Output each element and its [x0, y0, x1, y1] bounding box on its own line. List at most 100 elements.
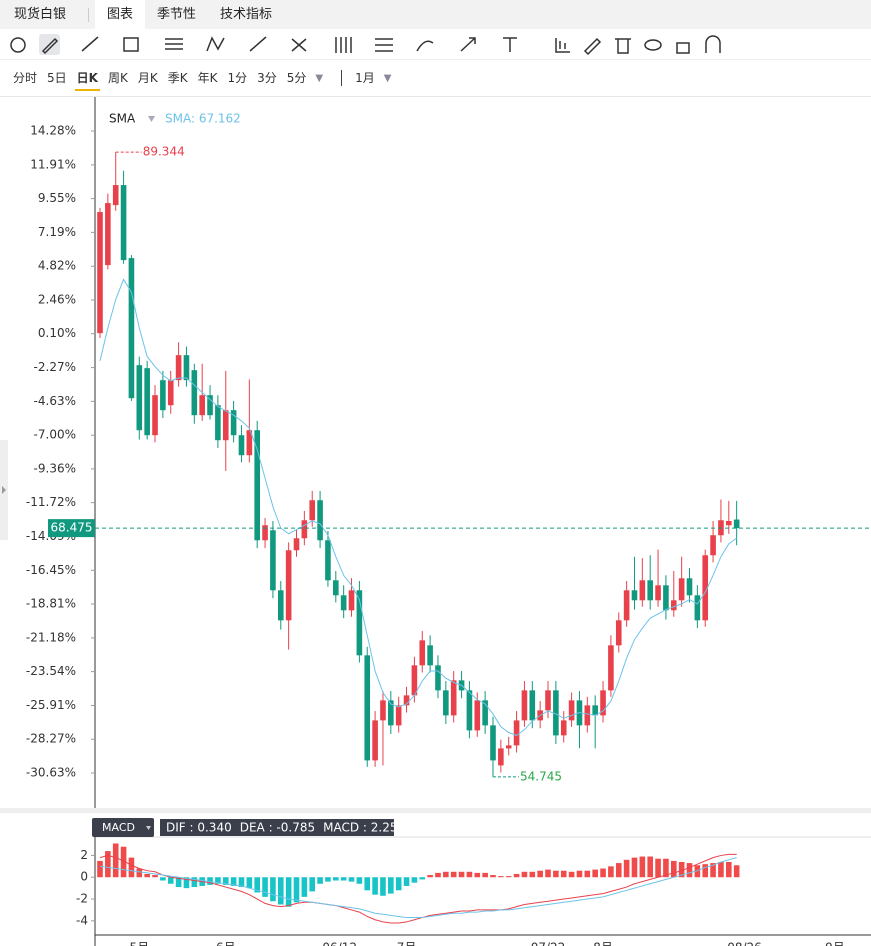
candle-body — [372, 720, 378, 761]
macd-bar — [639, 856, 646, 878]
candle-body — [333, 580, 339, 596]
range-dropdown[interactable]: ▼ — [383, 72, 392, 84]
candle-body — [348, 590, 355, 611]
tool-icon[interactable] — [10, 37, 26, 53]
tool-icon[interactable] — [41, 37, 59, 55]
macd-bar — [474, 872, 481, 878]
tool-icon[interactable] — [555, 38, 570, 53]
candle-body — [191, 370, 198, 416]
candle-body — [521, 690, 528, 721]
indicator-name[interactable]: SMA — [109, 112, 136, 126]
period-button[interactable]: 周K — [107, 71, 128, 85]
period-button[interactable]: 5日 — [47, 71, 67, 85]
tool-icon[interactable] — [676, 42, 690, 54]
tool-icon[interactable] — [503, 37, 517, 52]
macd-bar — [505, 876, 512, 878]
tab[interactable]: 图表 — [95, 0, 146, 29]
tool-icon[interactable] — [249, 36, 267, 52]
tool-icon[interactable] — [81, 36, 99, 52]
macd-bar — [246, 877, 253, 889]
tool-icon[interactable] — [123, 37, 139, 52]
candle-body — [505, 745, 512, 749]
y-tick-label: -25.91% — [26, 698, 76, 712]
tool-icon[interactable] — [335, 37, 352, 53]
macd-bar — [435, 872, 441, 878]
drawing-toolbar — [0, 29, 871, 60]
candle-body — [403, 695, 410, 706]
tab[interactable]: 技术指标 — [220, 7, 273, 22]
macd-button[interactable] — [92, 818, 154, 837]
candle-body — [152, 395, 158, 436]
macd-bar — [238, 877, 245, 888]
tool-icon[interactable] — [165, 38, 183, 50]
macd-bar — [498, 876, 504, 878]
candle-body — [710, 535, 716, 556]
macd-bar — [560, 870, 567, 878]
tool-icon[interactable] — [206, 36, 225, 52]
candle-body — [553, 690, 559, 736]
macd-bar — [301, 877, 308, 897]
candle-body — [639, 580, 646, 601]
candle-body — [364, 655, 371, 761]
tool-icon[interactable] — [416, 40, 434, 52]
period-button[interactable]: 1分 — [227, 71, 248, 85]
y-tick-label: 0.10% — [38, 326, 76, 340]
tab[interactable]: 季节性 — [157, 7, 197, 22]
x-tick-label: 06/12 — [322, 941, 357, 946]
tool-icon[interactable] — [705, 35, 721, 53]
sma-line — [99, 278, 737, 736]
macd-readout: MACD : 2.250 — [323, 821, 405, 835]
period-button[interactable]: 分时 — [13, 71, 38, 85]
macd-bar — [655, 858, 661, 878]
candle-body — [647, 580, 653, 601]
candle-body — [670, 600, 677, 611]
macd-readout: DEA : -0.785 — [240, 821, 315, 835]
macd-bar — [167, 877, 174, 884]
macd-readout-bg — [160, 819, 394, 836]
range-button[interactable]: 1月 — [355, 71, 375, 85]
tool-icon[interactable] — [375, 38, 393, 52]
period-button[interactable]: 3分 — [257, 71, 277, 85]
macd-bar — [317, 877, 323, 884]
tool-icon[interactable] — [583, 37, 602, 56]
macd-bar — [608, 866, 614, 878]
period-button[interactable]: 年K — [197, 71, 218, 85]
period-button[interactable]: 5分 — [286, 71, 307, 85]
candle-body — [246, 430, 253, 456]
macd-bar — [105, 851, 111, 878]
macd-bar — [230, 877, 237, 886]
macd-bar — [411, 877, 418, 883]
tool-icons — [10, 34, 721, 56]
tool-icon[interactable] — [644, 39, 662, 51]
candle-body — [293, 538, 300, 551]
indicator-dropdown[interactable] — [148, 116, 155, 122]
symbol: 现货白银 — [0, 7, 90, 22]
macd-bar — [222, 877, 229, 885]
period-button[interactable]: 月K — [137, 71, 158, 85]
candle-body — [419, 640, 426, 666]
candle-body — [568, 700, 575, 721]
candle-body — [435, 665, 441, 691]
macd-bar — [254, 877, 260, 893]
dif-line — [99, 853, 737, 924]
candle-body — [285, 550, 292, 621]
macd-bar — [623, 859, 630, 878]
panel-divider — [0, 808, 871, 813]
tool-icon[interactable] — [615, 38, 631, 54]
tool-icon[interactable] — [291, 38, 307, 52]
macd-bar — [568, 871, 575, 878]
period-button[interactable]: 季K — [167, 71, 188, 85]
macd-bar — [647, 856, 653, 878]
candle-body — [608, 645, 614, 691]
candle-body — [427, 645, 433, 666]
tool-icon[interactable] — [460, 37, 476, 52]
candle-body — [183, 355, 190, 381]
macd-bar — [191, 877, 198, 888]
macd-bar — [419, 877, 426, 880]
period-button[interactable]: 日K — [72, 65, 103, 91]
period-more[interactable]: ▼ — [315, 72, 324, 84]
macd-bar — [285, 877, 292, 907]
candle-body — [482, 700, 488, 726]
macd-bar — [395, 877, 402, 891]
candle-body — [498, 748, 504, 766]
